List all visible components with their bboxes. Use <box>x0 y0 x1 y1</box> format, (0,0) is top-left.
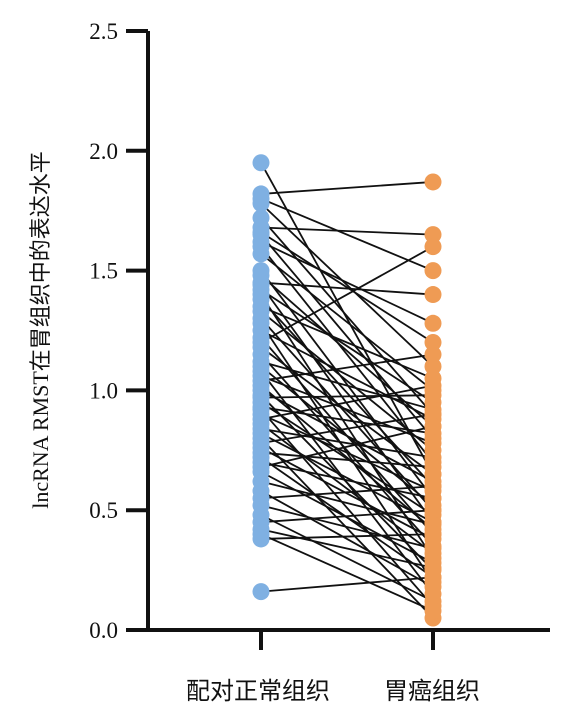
y-tick-label: 0.5 <box>89 498 118 523</box>
x-category-label-normal: 配对正常组织 <box>186 677 330 705</box>
pair-line <box>260 432 434 523</box>
pair-line <box>260 423 434 555</box>
pair-line <box>260 509 434 524</box>
pair-line <box>260 533 434 612</box>
tumor-point <box>424 489 442 507</box>
tumor-point <box>424 226 442 244</box>
tumor-point <box>424 345 442 363</box>
pair-line <box>260 461 434 500</box>
pair-line <box>260 504 434 550</box>
pair-line <box>260 413 434 444</box>
pair-line <box>260 528 434 569</box>
normal-point <box>252 583 270 601</box>
tumor-point <box>424 173 442 191</box>
pair-line <box>260 480 434 526</box>
pair-line <box>260 514 434 603</box>
tumor-point <box>424 525 442 543</box>
normal-point <box>252 154 270 172</box>
pair-line <box>260 427 434 459</box>
pair-line <box>260 576 434 593</box>
pair-line <box>260 281 434 296</box>
pair-line <box>260 394 434 399</box>
pair-line <box>260 298 434 487</box>
pair-line <box>260 451 434 468</box>
pair-line <box>260 162 434 475</box>
tumor-point <box>424 458 442 476</box>
pair-line <box>260 360 434 411</box>
y-tick-label: 1.0 <box>89 378 118 403</box>
y-axis-title: lncRNA RMST在胃组织中的表达水平 <box>28 151 53 509</box>
pair-line <box>260 226 434 236</box>
pair-lines <box>260 162 434 619</box>
tumor-point <box>424 333 442 351</box>
pair-line <box>260 389 434 483</box>
pair-line <box>260 413 434 492</box>
tumor-point <box>424 286 442 304</box>
y-tick-label: 0.0 <box>89 618 118 643</box>
pair-line <box>260 197 434 272</box>
pair-line <box>260 384 434 421</box>
tumor-points <box>424 173 442 627</box>
normal-point <box>252 195 270 213</box>
tumor-point <box>424 238 442 256</box>
tumor-point <box>424 314 442 332</box>
pair-line <box>260 375 434 444</box>
pair-line <box>260 406 434 435</box>
tumor-point <box>424 405 442 423</box>
pair-line <box>260 490 434 588</box>
pair-line <box>260 401 434 516</box>
pair-line <box>260 485 434 500</box>
y-tick-label: 1.5 <box>89 259 118 284</box>
pair-line <box>260 533 434 540</box>
pair-line <box>260 310 434 452</box>
y-tick-label: 2.5 <box>89 19 118 44</box>
y-tick-label: 2.0 <box>89 139 118 164</box>
tumor-point <box>424 602 442 620</box>
pair-line <box>260 305 434 380</box>
pair-line <box>260 425 434 468</box>
tumor-point <box>424 477 442 495</box>
x-category-label-tumor: 胃癌组织 <box>384 677 480 705</box>
tumor-point <box>424 501 442 519</box>
pair-line <box>260 384 434 531</box>
pair-line <box>260 447 434 540</box>
pair-line <box>260 408 434 607</box>
tumor-point <box>424 417 442 435</box>
tumor-point <box>424 540 442 558</box>
tumor-point <box>424 357 442 375</box>
pair-line <box>260 471 434 564</box>
normal-points <box>252 154 270 601</box>
pair-line <box>260 241 434 325</box>
tumor-point <box>424 377 442 395</box>
pair-line <box>260 253 434 392</box>
pair-line <box>260 329 434 420</box>
pair-line <box>260 181 434 195</box>
pair-line <box>260 353 434 382</box>
tumor-point <box>424 262 442 280</box>
tumor-point <box>424 568 442 586</box>
normal-point <box>252 530 270 548</box>
pair-line <box>260 231 434 344</box>
axes: 0.0 0.5 1.0 1.5 2.0 2.5 <box>89 19 550 650</box>
pair-line <box>260 289 434 404</box>
pair-line <box>260 202 434 368</box>
pair-line <box>260 245 434 344</box>
normal-point <box>252 245 270 263</box>
